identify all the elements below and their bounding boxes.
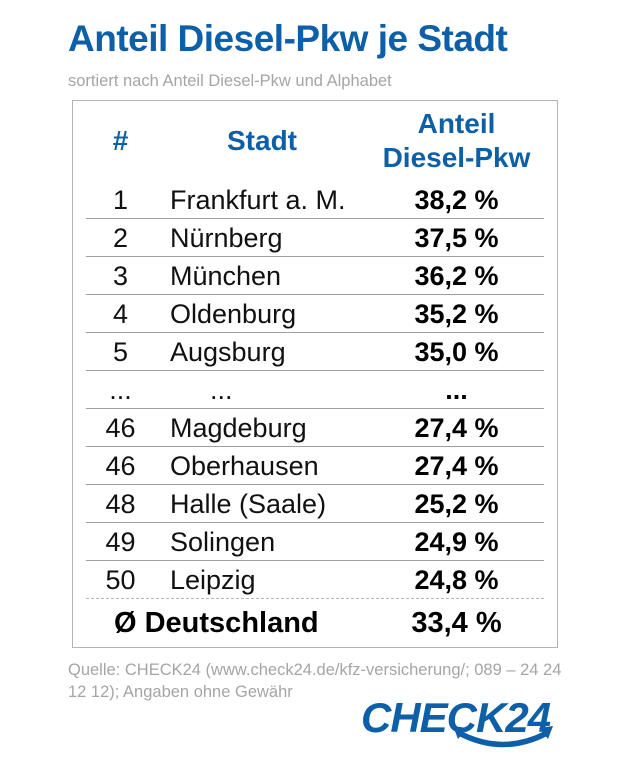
table-row: 4 Oldenburg 35,2 %: [73, 295, 557, 333]
column-header-rank: #: [112, 125, 129, 156]
rank-cell: 4: [112, 298, 129, 329]
rank-cell: 3: [112, 260, 129, 291]
source-note-line2: 12 12); Angaben ohne Gewähr: [68, 683, 293, 701]
rank-cell: 1: [112, 184, 129, 215]
diesel-share-table: # Stadt Anteil Diesel-Pkw 1 Frankfurt a.…: [72, 100, 558, 648]
share-cell: 36,2 %: [414, 260, 499, 291]
check24-logo: CHECK24: [361, 694, 561, 754]
share-cell: 25,2 %: [414, 488, 499, 519]
city-cell: Frankfurt a. M.: [170, 184, 346, 215]
table-header-row: # Stadt Anteil Diesel-Pkw: [73, 101, 557, 181]
city-cell: ...: [210, 374, 233, 405]
column-header-city: Stadt: [227, 125, 297, 156]
rank-cell: 46: [105, 412, 136, 443]
source-note: Quelle: CHECK24 (www.check24.de/kfz-vers…: [68, 659, 561, 703]
share-cell: 37,5 %: [414, 222, 499, 253]
table-body: 1 Frankfurt a. M. 38,2 % 2 Nürnberg 37,5…: [73, 181, 557, 599]
city-cell: Oberhausen: [170, 450, 319, 481]
share-cell: 27,4 %: [414, 412, 499, 443]
table-row: 2 Nürnberg 37,5 %: [73, 219, 557, 257]
table-row: 1 Frankfurt a. M. 38,2 %: [73, 181, 557, 219]
city-cell: Augsburg: [170, 336, 286, 367]
summary-row: Ø Deutschland 33,4 %: [73, 599, 557, 647]
rank-cell: 48: [105, 488, 136, 519]
share-cell: 24,8 %: [414, 564, 499, 595]
table-row: 46 Oberhausen 27,4 %: [73, 447, 557, 485]
table-row: 50 Leipzig 24,8 %: [73, 561, 557, 599]
city-cell: München: [170, 260, 282, 291]
city-cell: Oldenburg: [170, 298, 297, 329]
table-row: 48 Halle (Saale) 25,2 %: [73, 485, 557, 523]
summary-label: Ø Deutschland: [114, 606, 319, 639]
table-row: 3 München 36,2 %: [73, 257, 557, 295]
rank-cell: 46: [105, 450, 136, 481]
source-note-line1: Quelle: CHECK24 (www.check24.de/kfz-vers…: [68, 661, 562, 679]
table-row: 46 Magdeburg 27,4 %: [73, 409, 557, 447]
city-cell: Nürnberg: [170, 222, 283, 253]
share-cell: ...: [445, 374, 468, 405]
rank-cell: ...: [109, 374, 132, 405]
rank-cell: 2: [112, 222, 129, 253]
column-header-share: Anteil Diesel-Pkw: [356, 107, 557, 175]
city-cell: Halle (Saale): [170, 488, 327, 519]
table-row: ... ... ...: [73, 371, 557, 409]
page-title: Anteil Diesel-Pkw je Stadt: [68, 18, 508, 59]
share-cell: 38,2 %: [414, 184, 499, 215]
share-cell: 35,0 %: [414, 336, 499, 367]
column-header-share-line1: Anteil: [417, 108, 496, 139]
logo-swoosh-arrow-icon: [453, 726, 553, 748]
rank-cell: 5: [112, 336, 129, 367]
rank-cell: 49: [105, 526, 136, 557]
rank-cell: 50: [105, 564, 136, 595]
share-cell: 35,2 %: [414, 298, 499, 329]
city-cell: Leipzig: [170, 564, 256, 595]
city-cell: Magdeburg: [170, 412, 307, 443]
city-cell: Solingen: [170, 526, 276, 557]
page-subtitle: sortiert nach Anteil Diesel-Pkw und Alph…: [68, 72, 392, 90]
table-row: 49 Solingen 24,9 %: [73, 523, 557, 561]
share-cell: 24,9 %: [414, 526, 499, 557]
summary-share: 33,4 %: [411, 606, 502, 639]
table-row: 5 Augsburg 35,0 %: [73, 333, 557, 371]
column-header-share-line2: Diesel-Pkw: [382, 142, 531, 173]
share-cell: 27,4 %: [414, 450, 499, 481]
